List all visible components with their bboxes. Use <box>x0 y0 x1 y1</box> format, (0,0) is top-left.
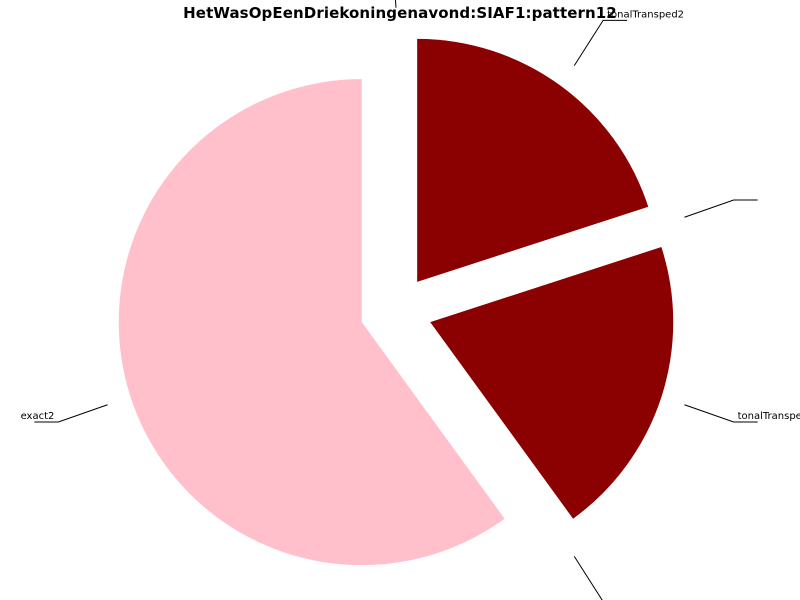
pie-slice-1-leader <box>34 404 108 423</box>
pie-slice-5-leader <box>573 19 628 66</box>
pie-slice-0-leader <box>394 0 397 8</box>
chart-title: HetWasOpEenDriekoningenavond:SIAF1:patte… <box>183 4 617 22</box>
pie-slice-3-label: tonalTransped4 <box>738 411 800 422</box>
pie-slice-5 <box>417 38 649 282</box>
slices-layer <box>118 38 674 566</box>
pie-slice-1-label: exact2 <box>21 411 55 422</box>
pie-slice-3-leader <box>684 404 758 423</box>
pie-slice-2-leader <box>573 556 603 600</box>
pie-slice-1 <box>118 79 505 566</box>
labels-layer: exact2 tonalTransped4 tonalTransped2 <box>21 0 800 600</box>
pie-slice-3 <box>430 247 674 519</box>
pie-slice-5-label: tonalTransped2 <box>607 9 684 20</box>
pie-slice-4-leader <box>684 199 758 218</box>
